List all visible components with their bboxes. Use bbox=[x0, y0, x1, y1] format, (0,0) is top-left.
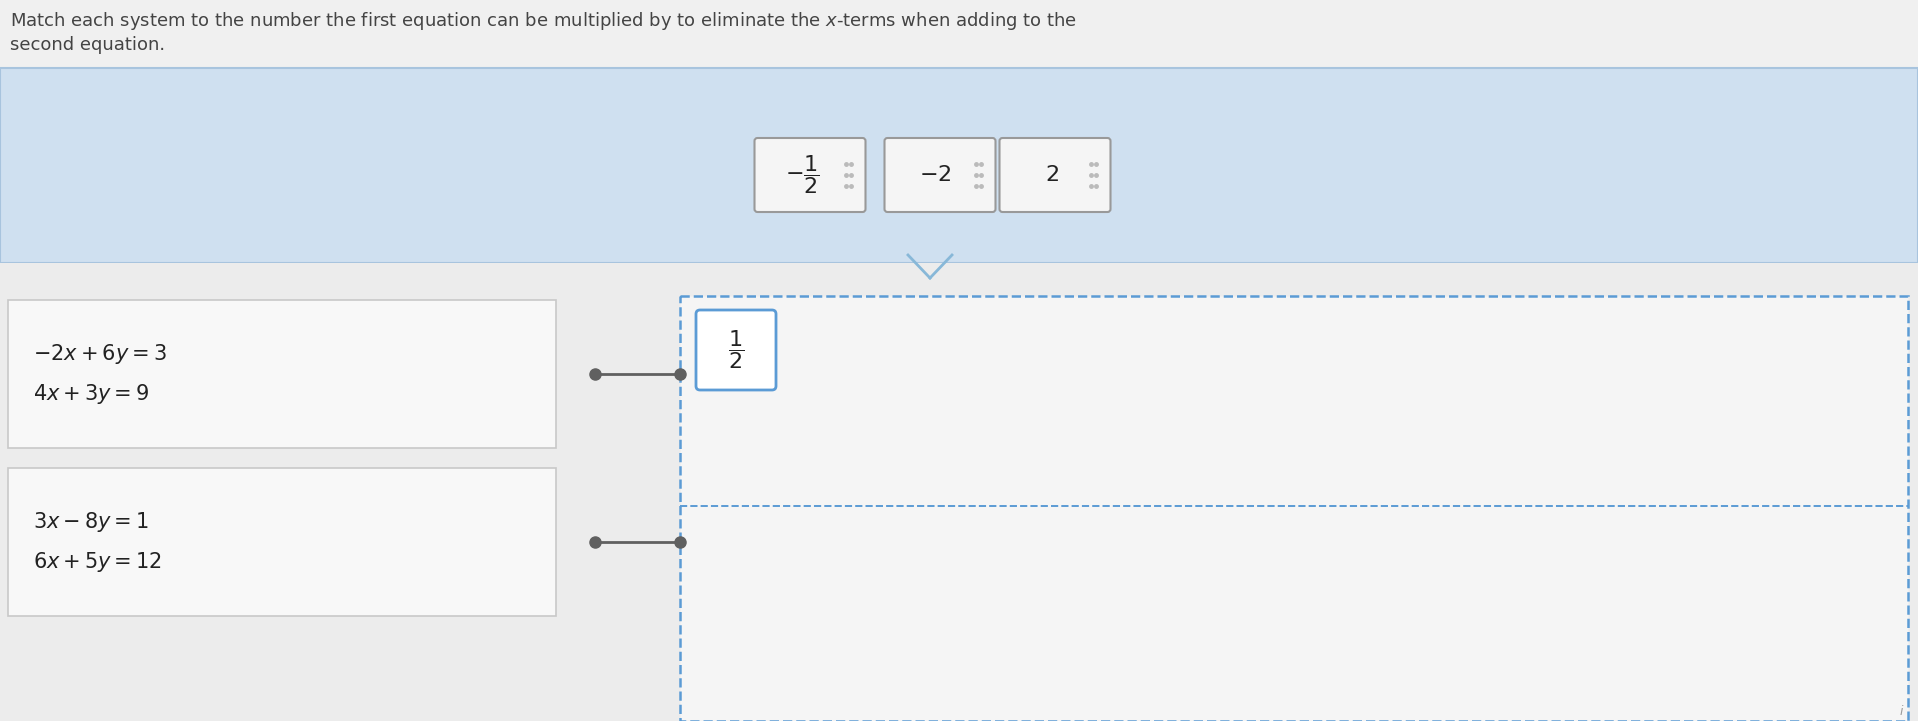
Text: second equation.: second equation. bbox=[10, 36, 165, 54]
Text: $-\dfrac{1}{2}$: $-\dfrac{1}{2}$ bbox=[784, 154, 819, 196]
FancyBboxPatch shape bbox=[0, 0, 1918, 68]
Text: Match each system to the number the first equation can be multiplied by to elimi: Match each system to the number the firs… bbox=[10, 10, 1078, 32]
FancyBboxPatch shape bbox=[999, 138, 1111, 212]
FancyBboxPatch shape bbox=[0, 68, 1918, 263]
Text: $3x - 8y = 1$: $3x - 8y = 1$ bbox=[33, 510, 150, 534]
FancyBboxPatch shape bbox=[884, 138, 995, 212]
FancyBboxPatch shape bbox=[0, 263, 1918, 721]
FancyBboxPatch shape bbox=[754, 138, 865, 212]
Text: i: i bbox=[1899, 705, 1903, 718]
FancyBboxPatch shape bbox=[681, 296, 1908, 721]
Text: $\dfrac{1}{2}$: $\dfrac{1}{2}$ bbox=[729, 329, 744, 371]
FancyBboxPatch shape bbox=[8, 468, 556, 616]
Text: $6x + 5y = 12$: $6x + 5y = 12$ bbox=[33, 550, 161, 574]
Text: $4x + 3y = 9$: $4x + 3y = 9$ bbox=[33, 382, 150, 406]
Text: $-2x + 6y = 3$: $-2x + 6y = 3$ bbox=[33, 342, 167, 366]
Text: $-2$: $-2$ bbox=[919, 165, 951, 185]
FancyBboxPatch shape bbox=[696, 310, 777, 390]
Text: $2$: $2$ bbox=[1045, 165, 1059, 185]
FancyBboxPatch shape bbox=[8, 300, 556, 448]
